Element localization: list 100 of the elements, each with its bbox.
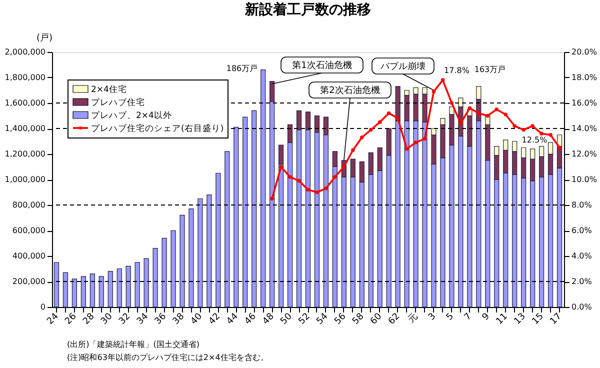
point bbox=[450, 101, 454, 105]
point bbox=[396, 116, 400, 120]
y2-tick-label: 10.0% bbox=[572, 175, 598, 184]
y2-tick-label: 20.0% bbox=[572, 48, 598, 56]
legend-label: 2×4住宅 bbox=[91, 84, 127, 95]
y-tick-label: 2,000,000 bbox=[4, 48, 46, 56]
bar bbox=[216, 172, 221, 308]
bar bbox=[144, 258, 149, 308]
x-tick-label: 56 bbox=[333, 311, 348, 327]
text: (注)昭和63年以前のプレハブ住宅には2×4住宅を含む。 bbox=[67, 353, 268, 362]
bar bbox=[108, 271, 113, 308]
bar bbox=[198, 198, 203, 308]
point bbox=[540, 132, 544, 136]
y-tick-label: 1,800,000 bbox=[4, 73, 46, 82]
x-tick-label: 15 bbox=[530, 312, 546, 327]
x-tick-label: 62 bbox=[386, 312, 402, 327]
y2-tick-label: 0.0% bbox=[572, 302, 592, 312]
bar bbox=[90, 274, 95, 308]
bar bbox=[152, 248, 158, 308]
text: (出所)「建築統計年報」(国土交通省) bbox=[67, 340, 200, 349]
x-tick-label: 7 bbox=[462, 312, 474, 323]
point bbox=[324, 186, 328, 190]
point bbox=[432, 90, 436, 94]
y-tick-label: 200,000 bbox=[12, 277, 46, 286]
x-tick-label: 58 bbox=[350, 311, 366, 327]
y-tick-label: 400,000 bbox=[12, 252, 46, 260]
y2-tick-label: 8.0% bbox=[572, 200, 592, 210]
x-tick-label: 38 bbox=[171, 311, 187, 327]
data-label: 17.8% bbox=[444, 66, 470, 76]
bar bbox=[188, 208, 194, 308]
bar bbox=[224, 151, 230, 308]
x-tick-label: 32 bbox=[117, 312, 133, 327]
x-tick-label: 5 bbox=[444, 312, 456, 323]
y2-tick-label: 6.0% bbox=[572, 226, 592, 235]
x-tick-label: 54 bbox=[315, 311, 330, 327]
y-tick-label: 800,000 bbox=[12, 200, 46, 210]
point bbox=[270, 196, 274, 200]
bar bbox=[54, 262, 60, 308]
y-tick-label: 1,600,000 bbox=[4, 98, 46, 108]
point bbox=[360, 136, 364, 140]
point bbox=[476, 111, 481, 116]
legend-label: プレハブ、2×4以外 bbox=[91, 110, 172, 121]
x-tick-label: 52 bbox=[297, 312, 312, 327]
x-tick-label: 48 bbox=[261, 311, 277, 327]
bar bbox=[62, 272, 68, 308]
point bbox=[386, 111, 391, 116]
annotation: 163万戸 bbox=[474, 65, 506, 74]
x-tick-label: 9 bbox=[480, 311, 492, 323]
point bbox=[522, 128, 526, 132]
annotation: 第1次石油危機 bbox=[292, 60, 352, 71]
point bbox=[378, 120, 382, 124]
point bbox=[494, 108, 499, 112]
x-tick-label: 60 bbox=[368, 311, 384, 327]
x-tick-label: 46 bbox=[243, 311, 259, 327]
x-tick-label: 36 bbox=[153, 311, 169, 327]
y-tick-label: 600,000 bbox=[12, 226, 46, 235]
point bbox=[512, 124, 516, 128]
bar bbox=[260, 70, 266, 308]
y-tick-label: 0 bbox=[40, 302, 46, 312]
point bbox=[279, 164, 283, 169]
point bbox=[530, 124, 534, 128]
y2-tick-label: 16.0% bbox=[572, 98, 598, 108]
x-tick-label: 13 bbox=[512, 312, 528, 327]
bar bbox=[234, 126, 239, 308]
point bbox=[369, 128, 373, 132]
point bbox=[288, 175, 292, 179]
x-tick-label: 24 bbox=[46, 311, 61, 327]
x-tick-label: 11 bbox=[494, 312, 510, 327]
x-tick-label: 34 bbox=[135, 311, 151, 327]
y2-tick-label: 12.0% bbox=[572, 150, 598, 158]
bar bbox=[116, 268, 122, 308]
bar bbox=[242, 116, 248, 308]
point bbox=[468, 106, 472, 110]
x-tick-label: 3 bbox=[426, 312, 438, 323]
legend-label: プレハブ住宅のシェア(右目盛り) bbox=[91, 123, 224, 134]
point bbox=[333, 175, 337, 179]
y2-tick-label: 14.0% bbox=[572, 124, 598, 133]
point bbox=[315, 190, 319, 194]
point bbox=[414, 140, 418, 144]
y2-tick-label: 18.0% bbox=[572, 73, 598, 82]
bar bbox=[98, 276, 104, 308]
x-tick-label: 40 bbox=[189, 311, 205, 327]
legend-label: プレハブ住宅 bbox=[91, 97, 145, 108]
point bbox=[548, 133, 552, 137]
point bbox=[306, 188, 310, 192]
y-axis-title: (戸) bbox=[36, 34, 53, 44]
annotation: バブル崩壊 bbox=[380, 61, 426, 72]
point bbox=[404, 147, 409, 151]
bar bbox=[162, 238, 167, 308]
bar bbox=[180, 214, 185, 308]
x-tick-label: 42 bbox=[207, 312, 222, 327]
bar bbox=[134, 262, 140, 308]
point bbox=[486, 114, 490, 118]
x-tick-label: 26 bbox=[64, 311, 79, 327]
x-tick-label: 50 bbox=[279, 311, 294, 327]
y-tick-label: 1,400,000 bbox=[4, 124, 46, 133]
bar bbox=[126, 266, 131, 308]
bar bbox=[170, 230, 176, 308]
chart-title: 新設着工戸数の推移 bbox=[244, 1, 371, 18]
point bbox=[422, 136, 427, 141]
